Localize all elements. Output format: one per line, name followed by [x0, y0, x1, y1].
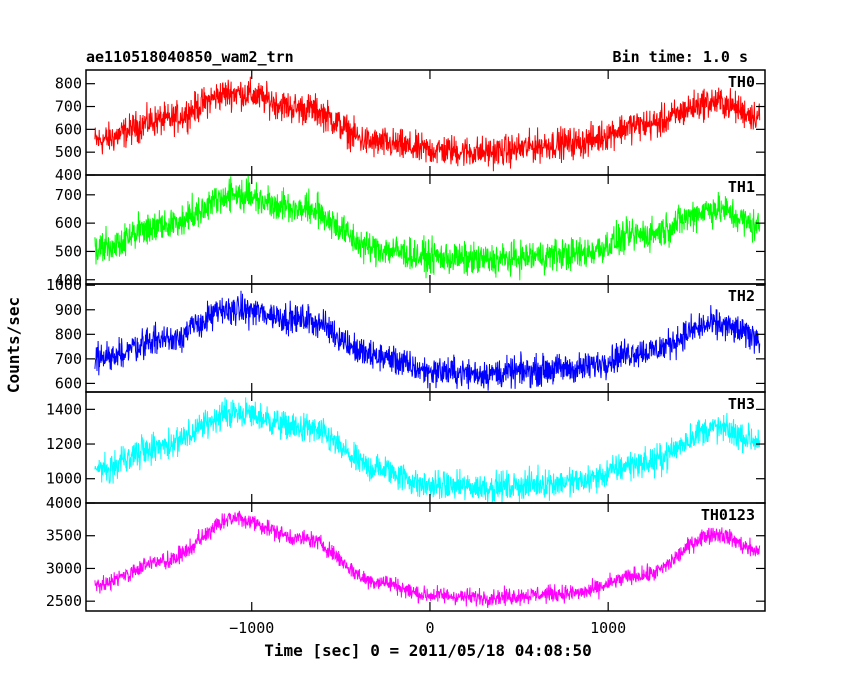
x-axis: −1000 0 1000 — [229, 619, 626, 637]
y-tick-label: 600 — [55, 214, 82, 232]
series-label-th0123: TH0123 — [701, 506, 755, 524]
y-tick-label: 800 — [55, 75, 82, 93]
y-tick-label: 1000 — [46, 276, 82, 294]
panel-th0123: 2500 3000 3500 4000 TH0123 — [46, 494, 766, 612]
y-tick-label: 4000 — [46, 494, 82, 512]
y-tick-label: 700 — [55, 350, 82, 368]
y-tick-label: 800 — [55, 325, 82, 343]
y-tick-label: 500 — [55, 242, 82, 260]
y-tick-label: 3000 — [46, 559, 82, 577]
y-tick-label: 700 — [55, 98, 82, 116]
y-tick-label: 600 — [55, 120, 82, 138]
y-tick-label: 1400 — [46, 400, 82, 418]
y-axis-label: Counts/sec — [4, 297, 23, 393]
y-tick-label: 3500 — [46, 527, 82, 545]
y-tick-label: 700 — [55, 186, 82, 204]
y-tick-label: 2500 — [46, 592, 82, 610]
bin-time-label: Bin time: 1.0 s — [613, 48, 748, 66]
x-tick-label: −1000 — [229, 619, 274, 637]
series-line-th2 — [94, 290, 761, 391]
series-line-th0 — [94, 76, 761, 172]
y-tick-label: 400 — [55, 166, 82, 184]
series-label-th3: TH3 — [728, 395, 755, 413]
panel-th2: 600 700 800 900 1000 TH2 — [46, 276, 766, 393]
series-label-th1: TH1 — [728, 178, 755, 196]
series-label-th0: TH0 — [728, 73, 755, 91]
x-axis-label: Time [sec] 0 = 2011/05/18 04:08:50 — [264, 641, 592, 660]
series-line-th3 — [94, 397, 761, 503]
x-tick-label: 1000 — [590, 619, 626, 637]
panels-group: 400 500 600 700 800 TH0 400 500 600 700 TH1 600 700 8… — [46, 69, 766, 612]
y-tick-label: 400 — [55, 271, 82, 289]
y-tick-label: 900 — [55, 301, 82, 319]
y-tick-label: 1200 — [46, 435, 82, 453]
chart-title: ae110518040850_wam2_trn — [86, 48, 294, 66]
panel-th3: 1000 1200 1400 TH3 — [46, 391, 766, 504]
panel-th1: 400 500 600 700 TH1 — [55, 174, 766, 289]
series-line-th0123 — [94, 510, 761, 608]
series-line-th1 — [94, 175, 761, 281]
y-tick-label: 1000 — [46, 470, 82, 488]
y-tick-label: 500 — [55, 143, 82, 161]
y-tick-label: 600 — [55, 374, 82, 392]
panel-frame — [85, 502, 766, 612]
x-tick-label: 0 — [425, 619, 434, 637]
series-label-th2: TH2 — [728, 287, 755, 305]
panel-th0: 400 500 600 700 800 TH0 — [55, 69, 766, 184]
